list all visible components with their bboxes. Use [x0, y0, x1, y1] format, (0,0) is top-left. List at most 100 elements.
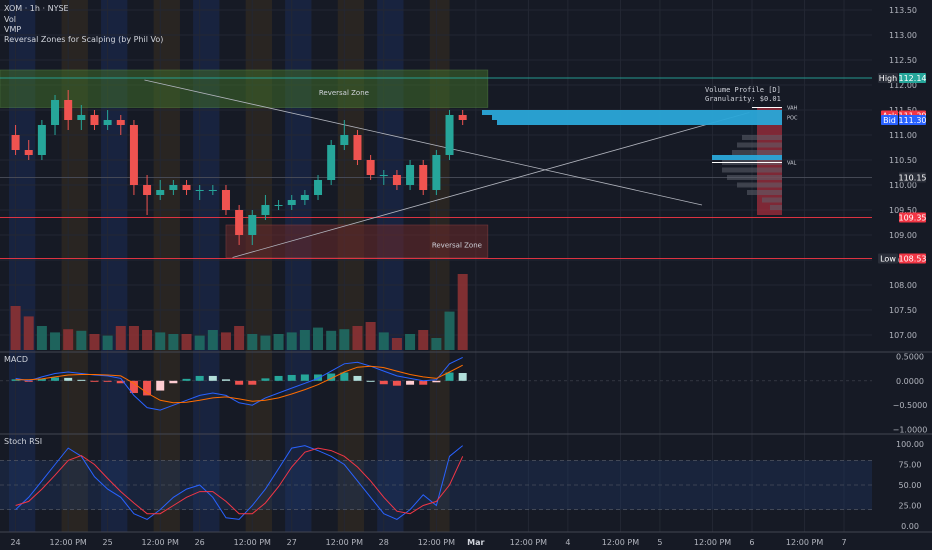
volume-bar [378, 332, 389, 350]
candle-body [248, 215, 257, 235]
volume-bar [10, 306, 21, 350]
volume-profile-bar [737, 142, 782, 148]
candle-body [182, 185, 191, 190]
stoch-rsi-d-line [15, 447, 464, 515]
volume-bar [273, 334, 284, 350]
candle-body [287, 200, 296, 205]
volume-profile-vah-label: VAH [787, 106, 798, 112]
candle-body [90, 115, 99, 125]
stoch-rsi-title: Stoch RSI [4, 437, 42, 446]
price-level-tag [881, 115, 898, 125]
reversal-zone-label: Reversal Zone [432, 241, 482, 249]
stoch-rsi-tick-label: 75.00 [899, 461, 922, 470]
candle-body [208, 190, 217, 191]
volume-profile-val-label: VAL [787, 161, 797, 167]
macd-histogram-bar [432, 380, 441, 383]
candle-body [156, 190, 165, 195]
volume-bar [457, 274, 468, 350]
macd-histogram-bar [235, 380, 244, 385]
volume-profile-bar [727, 175, 782, 180]
volume-bar [260, 335, 271, 350]
price-level-name: Low [880, 255, 896, 264]
macd-histogram-bar [300, 374, 309, 381]
volume-bar [194, 335, 205, 350]
volume-profile-granularity: Granularity: $0.01 [705, 95, 781, 103]
macd-histogram-bar [314, 374, 323, 381]
price-level-value: 109.35 [899, 214, 927, 223]
x-tick-label: 12:00 PM [418, 538, 455, 547]
session-band [429, 0, 450, 532]
volume-bar [50, 332, 61, 350]
candle-body [445, 115, 454, 155]
candle-body [169, 185, 178, 190]
macd-histogram-bar [419, 380, 428, 385]
x-tick-label: 12:00 PM [234, 538, 271, 547]
candle-body [129, 125, 138, 185]
x-tick-label: 12:00 PM [602, 538, 639, 547]
reversal-zone-label: Reversal Zone [319, 89, 369, 97]
price-level-value: 112.14 [899, 74, 927, 83]
indicator-vmp-label[interactable]: VMP [4, 25, 22, 34]
macd-histogram-bar [221, 379, 230, 381]
x-tick-label: 12:00 PM [142, 538, 179, 547]
price-level-name: High [879, 74, 897, 83]
y-tick-label: 111.00 [889, 131, 917, 140]
macd-histogram-bar [261, 378, 270, 381]
volume-bar [76, 330, 87, 350]
volume-profile-bar [722, 167, 782, 173]
volume-bar [313, 327, 324, 350]
volume-bar [286, 332, 297, 350]
volume-profile-bar [747, 190, 782, 195]
volume-profile-bar [712, 155, 782, 160]
volume-bar [339, 329, 350, 350]
macd-histogram-bar [195, 375, 204, 381]
volume-bar [418, 330, 429, 350]
price-level-name: Bid [883, 116, 896, 125]
macd-histogram-bar [51, 377, 60, 381]
candle-body [327, 145, 336, 180]
volume-bar [168, 334, 179, 350]
candle-body [379, 175, 388, 176]
macd-histogram-bar [445, 372, 454, 381]
volume-bar [63, 329, 74, 350]
candle-body [195, 190, 204, 191]
macd-tick-label: 0.0000 [896, 377, 924, 386]
volume-bar [128, 326, 139, 350]
macd-histogram-bar [11, 379, 20, 381]
y-tick-label: 109.50 [889, 206, 917, 215]
price-level-value: 111.30 [899, 116, 927, 125]
macd-title: MACD [4, 355, 28, 364]
macd-tick-label: −0.5000 [893, 401, 928, 410]
candle-body [64, 100, 73, 120]
macd-histogram-bar [353, 375, 362, 381]
volume-profile-bar [732, 150, 782, 155]
y-tick-label: 113.50 [889, 6, 917, 15]
volume-bar [142, 330, 153, 350]
volume-profile-bar [737, 182, 782, 188]
stoch-rsi-tick-label: 50.00 [899, 481, 922, 490]
candle-body [116, 120, 125, 125]
x-tick-label: Mar [467, 538, 484, 547]
macd-histogram-bar [406, 380, 415, 385]
candle-body [221, 190, 230, 210]
price-level-tag [899, 253, 926, 264]
volume-bar [181, 334, 192, 350]
macd-histogram-bar [379, 380, 388, 385]
volume-bar [431, 338, 442, 350]
candle-body [77, 115, 86, 120]
macd-histogram-bar [182, 378, 191, 381]
volume-bar [299, 330, 310, 350]
indicator-vol-label[interactable]: Vol [4, 15, 16, 24]
candle-body [143, 185, 152, 195]
candle-body [366, 160, 375, 175]
macd-histogram-bar [248, 380, 257, 385]
x-tick-label: 12:00 PM [694, 538, 731, 547]
indicator-reversal-label[interactable]: Reversal Zones for Scalping (by Phil Vo) [4, 35, 164, 44]
macd-histogram-bar [77, 379, 86, 381]
symbol-title[interactable]: XOM · 1h · NYSE [4, 4, 69, 13]
volume-bar [326, 330, 337, 350]
x-tick-label: 12:00 PM [510, 538, 547, 547]
price-level-tag [899, 172, 926, 183]
